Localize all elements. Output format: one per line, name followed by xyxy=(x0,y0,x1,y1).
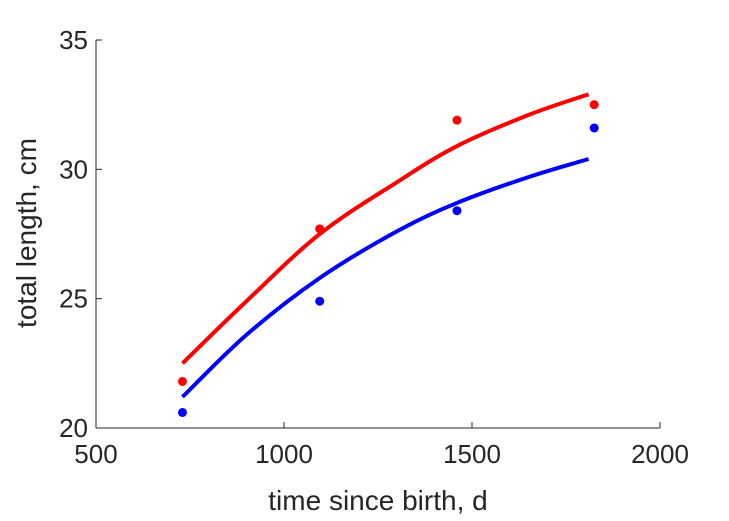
data-point-blue xyxy=(589,123,599,133)
data-point-red xyxy=(177,376,187,386)
fit-lines xyxy=(181,92,590,399)
data-point-red xyxy=(315,224,325,234)
y-tick-label: 35 xyxy=(59,25,88,55)
ticks xyxy=(95,39,661,429)
x-tick-label: 1500 xyxy=(443,439,501,469)
y-tick-label: 20 xyxy=(59,413,88,443)
axes xyxy=(95,40,660,429)
fit-line-red xyxy=(181,92,590,365)
data-point-blue xyxy=(177,407,187,417)
x-tick-label: 1000 xyxy=(255,439,313,469)
x-tick-label: 2000 xyxy=(631,439,689,469)
data-point-blue xyxy=(315,296,325,306)
y-tick-label: 25 xyxy=(59,284,88,314)
fit-line-blue xyxy=(181,157,590,399)
data-point-red xyxy=(589,100,599,110)
data-point-red xyxy=(452,115,462,125)
y-tick-label: 30 xyxy=(59,154,88,184)
tick-labels: 500 1000 1500 2000 20 25 30 35 xyxy=(59,25,689,469)
data-point-blue xyxy=(452,206,462,216)
data-points xyxy=(177,100,599,417)
x-axis-label: time since birth, d xyxy=(268,485,487,516)
x-tick-label: 500 xyxy=(74,439,117,469)
y-axis-label: total length, cm xyxy=(11,138,42,328)
